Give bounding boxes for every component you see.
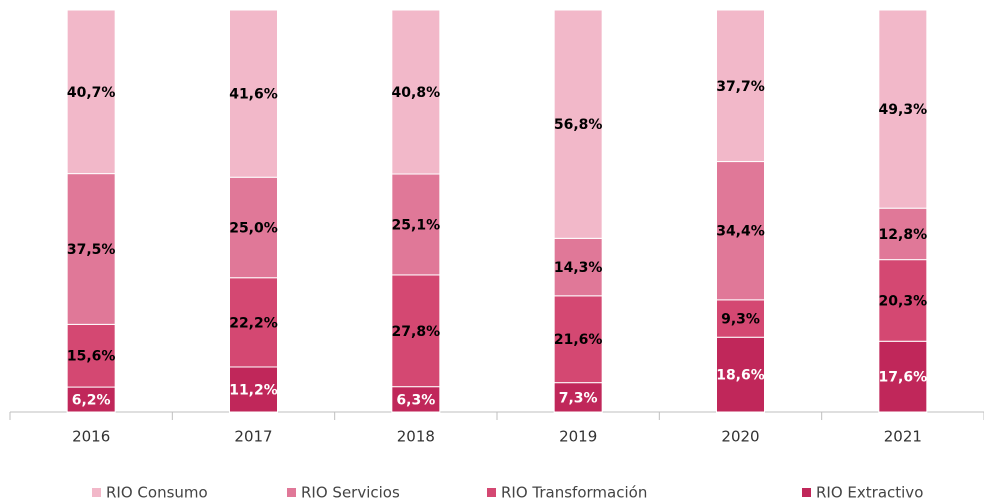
value-label: 6,2%: [72, 393, 111, 409]
bar-segment: [878, 259, 928, 342]
value-label: 6,3%: [396, 392, 435, 408]
value-label: 37,7%: [716, 79, 765, 95]
value-label: 11,2%: [229, 382, 278, 398]
bar-segment: [716, 9, 765, 163]
value-label: 40,8%: [392, 85, 441, 101]
value-label: 17,6%: [879, 370, 928, 386]
bar-segment: [391, 274, 441, 388]
value-label: 9,3%: [721, 312, 760, 328]
bar-segment: [66, 9, 116, 175]
value-label: 15,6%: [67, 349, 116, 365]
bar-segment: [229, 176, 278, 279]
bar-segment: [878, 9, 928, 209]
bar-segment: [716, 161, 765, 301]
legend-label: RIO Consumo: [106, 484, 208, 502]
x-tick-label: 2018: [397, 428, 435, 446]
value-label: 41,6%: [229, 87, 278, 103]
value-label: 22,2%: [229, 315, 278, 331]
value-label: 27,8%: [392, 324, 441, 340]
x-tick-label: 2021: [884, 428, 922, 446]
value-label: 25,1%: [392, 217, 441, 233]
legend-swatch: [487, 488, 496, 497]
legend-swatch: [287, 488, 296, 497]
bar-segment: [553, 295, 603, 384]
x-tick-label: 2017: [234, 428, 272, 446]
bar-segment: [229, 9, 278, 178]
value-label: 14,3%: [554, 260, 603, 276]
legend-swatch: [802, 488, 811, 497]
value-label: 12,8%: [879, 227, 928, 243]
value-label: 20,3%: [879, 293, 928, 309]
bar-segment: [66, 386, 116, 413]
bar-segment: [553, 9, 603, 239]
bar-segment: [553, 382, 603, 413]
x-tick-label: 2016: [72, 428, 110, 446]
legend-label: RIO Servicios: [301, 484, 400, 502]
bar-segment: [229, 277, 278, 368]
x-tick-label: 2019: [559, 428, 597, 446]
bar-segment: [391, 173, 441, 276]
bar-segment: [229, 366, 278, 413]
value-label: 49,3%: [879, 102, 928, 118]
bar-segment: [391, 386, 441, 413]
value-label: 56,8%: [554, 117, 603, 133]
legend-label: RIO Extractivo: [816, 484, 923, 502]
value-label: 25,0%: [229, 220, 278, 236]
value-label: 37,5%: [67, 242, 116, 258]
bar-segment: [66, 323, 116, 388]
bar-segment: [878, 207, 928, 261]
value-label: 34,4%: [716, 224, 765, 240]
value-label: 40,7%: [67, 85, 116, 101]
value-label: 18,6%: [716, 368, 765, 384]
legend-label: RIO Transformación: [501, 484, 647, 502]
value-label: 21,6%: [554, 332, 603, 348]
bar-segment: [391, 9, 441, 175]
value-label: 7,3%: [559, 390, 598, 406]
x-tick-label: 2020: [721, 428, 759, 446]
bar-segment: [878, 340, 928, 413]
bar-segment: [66, 173, 116, 325]
bar-segment: [716, 299, 765, 338]
bar-segment: [716, 336, 765, 413]
legend-swatch: [92, 488, 101, 497]
bar-segment: [553, 237, 603, 297]
